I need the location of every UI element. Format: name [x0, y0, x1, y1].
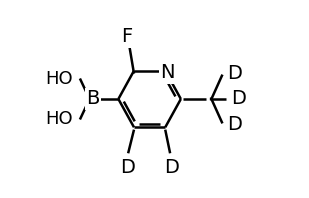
Text: D: D — [164, 158, 179, 177]
Text: N: N — [160, 63, 175, 82]
Text: D: D — [227, 115, 242, 134]
Text: D: D — [120, 158, 135, 177]
Text: HO: HO — [45, 70, 73, 89]
Text: D: D — [227, 64, 242, 83]
Text: D: D — [231, 89, 246, 109]
Text: B: B — [86, 89, 100, 109]
Text: HO: HO — [45, 109, 73, 128]
Text: F: F — [121, 27, 133, 46]
